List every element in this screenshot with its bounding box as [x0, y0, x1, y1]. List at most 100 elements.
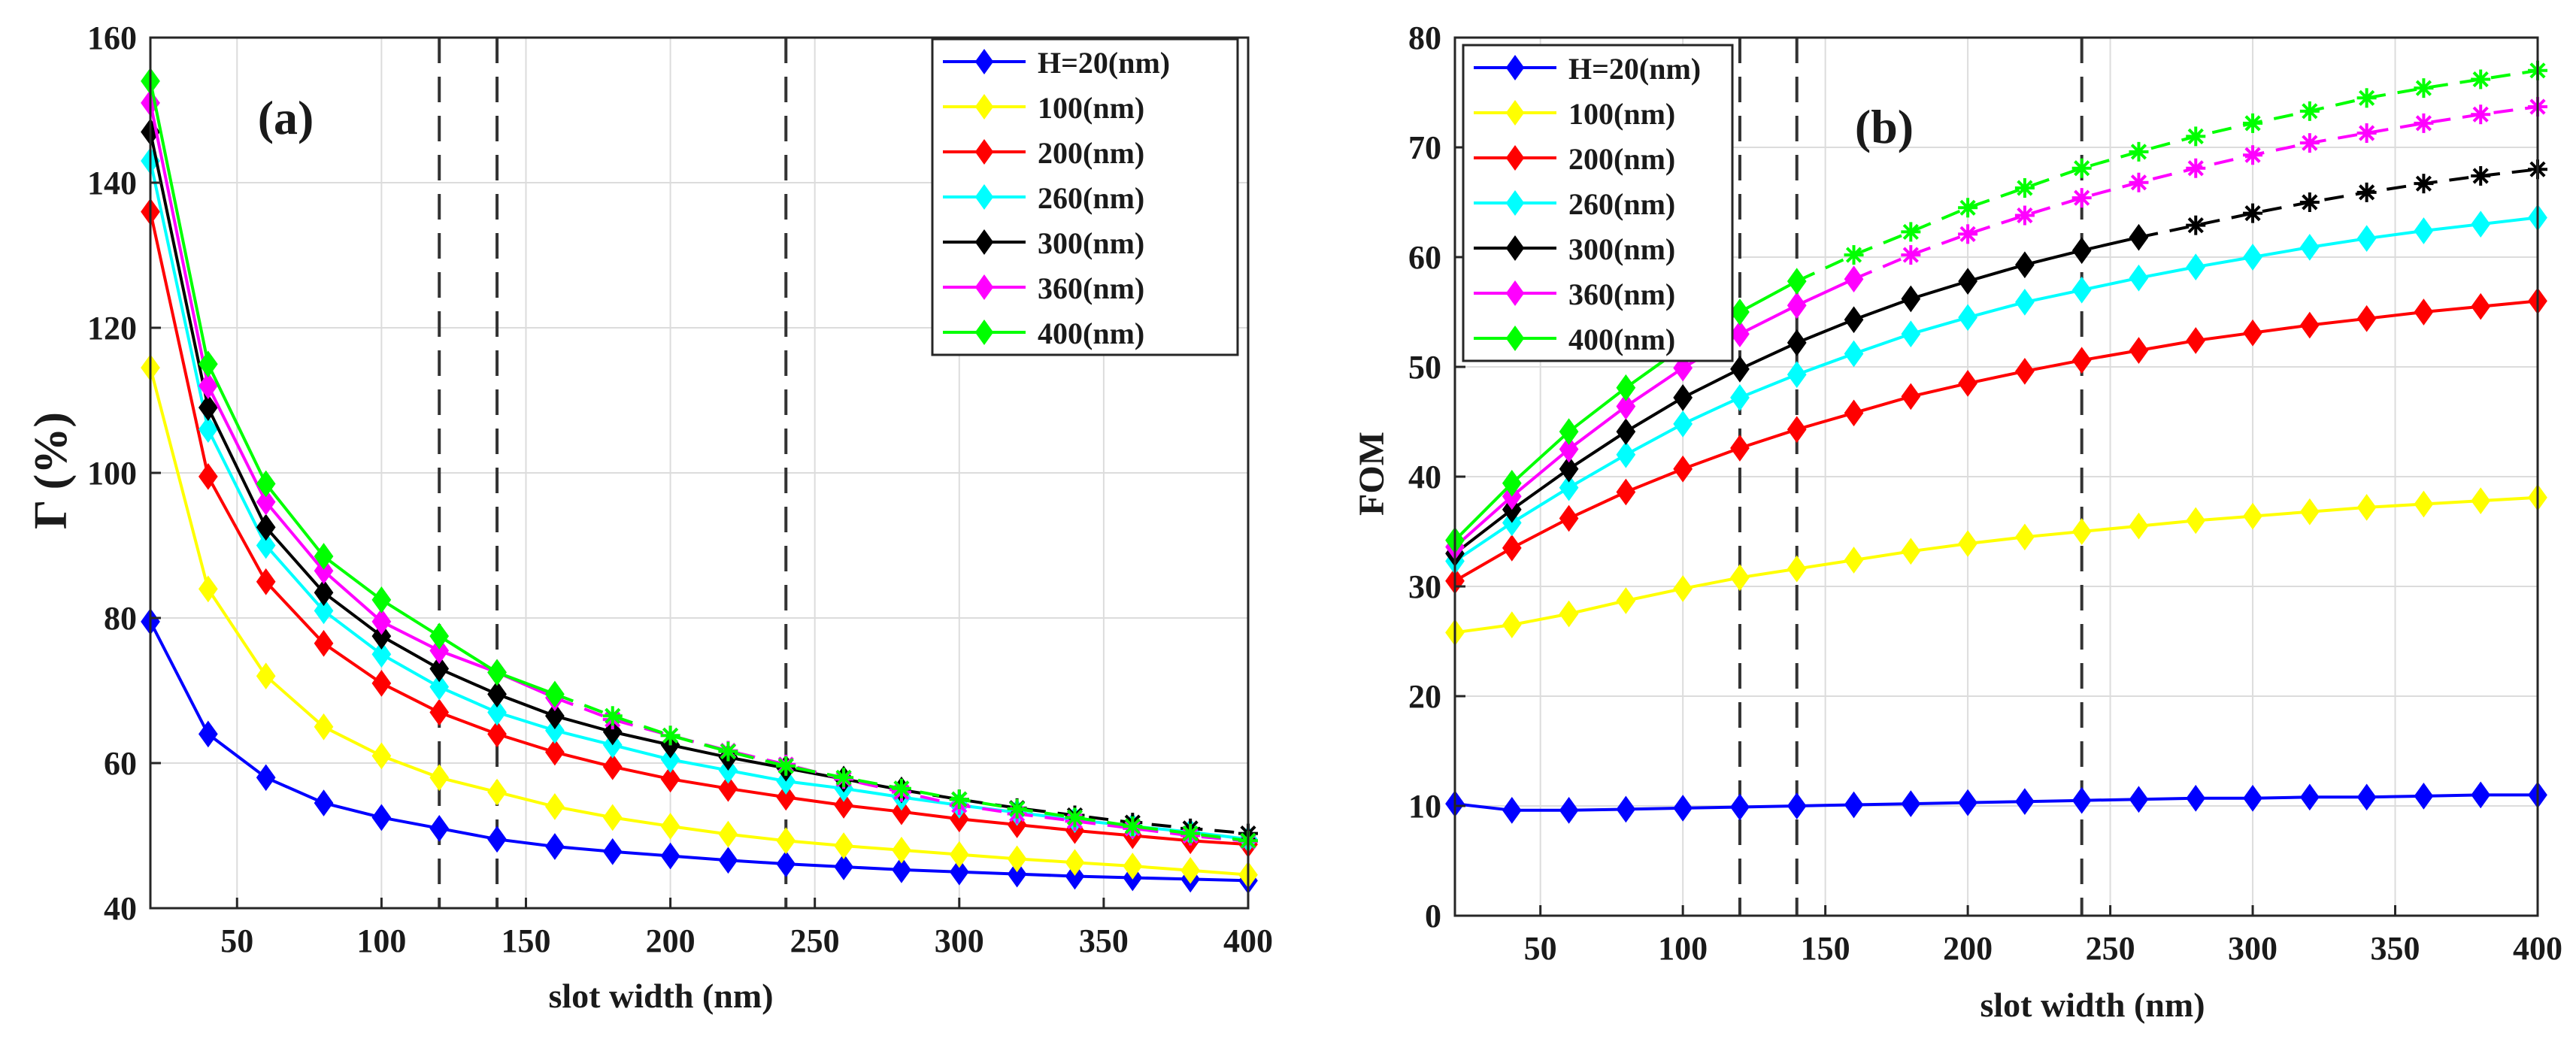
p1-series-4-point-17 — [2414, 174, 2434, 194]
p0-series-6-point-13 — [891, 778, 911, 798]
p0-series-3-point-9 — [660, 746, 680, 774]
p1-legend-entry-1: 100(nm) — [1474, 97, 1675, 131]
p1-series-1-point-18 — [2471, 487, 2491, 514]
p1-series-2-point-10 — [2015, 357, 2035, 385]
p1-series-1-point-11 — [2071, 518, 2092, 545]
p0-legend-swatch-marker-6 — [974, 320, 994, 345]
p1-series-5-point-18 — [2471, 105, 2491, 125]
p0-series-0-point-13 — [892, 856, 911, 883]
p0-series-0-point-10 — [718, 847, 738, 874]
p1-x-tick-label-0: 50 — [1524, 930, 1557, 967]
p1-legend-label-4: 300(nm) — [1568, 232, 1675, 266]
p0-x-tick-label-6: 350 — [1079, 922, 1129, 959]
p0-series-1-point-16 — [1065, 849, 1085, 877]
p1-series-6-point-12-stroke-3 — [2130, 144, 2147, 160]
p0-y-tick-label-1: 60 — [104, 745, 137, 782]
p1-series-0-point-3 — [1616, 795, 1636, 823]
p1-series-6-point-15 — [2299, 101, 2320, 121]
p1-series-5-point-9 — [1958, 224, 1978, 244]
p0-series-2-point-7 — [545, 738, 565, 766]
p0-series-0-point-11 — [776, 850, 796, 877]
p0-series-2-point-11 — [776, 783, 796, 811]
p0-series-1-line — [149, 367, 1249, 877]
p1-series-1-point-10 — [2015, 523, 2035, 551]
p1-series-6-point-12 — [2129, 141, 2149, 162]
p1-series-5-point-18-stroke-3 — [2472, 106, 2489, 123]
p0-series-4-point-3 — [314, 579, 334, 607]
p1-series-4-point-12 — [2129, 223, 2149, 251]
p0-y-tick-label-6: 160 — [87, 20, 137, 56]
p1-series-1-point-15 — [2299, 498, 2320, 526]
p1-series-0-point-9 — [1958, 789, 1977, 816]
p1-series-1 — [1445, 483, 2547, 647]
panel-b-label: (b) — [1855, 100, 1914, 153]
p0-series-1-point-17 — [1123, 853, 1143, 880]
p1-legend-entry-0: H=20(nm) — [1474, 52, 1701, 86]
p1-series-3-point-15 — [2299, 234, 2320, 261]
p1-series-4-point-6 — [1787, 329, 1807, 356]
p1-series-1-point-8 — [1901, 538, 1921, 565]
p1-series-6-point-14-stroke-3 — [2244, 115, 2261, 132]
p0-x-tick-label-7: 400 — [1223, 922, 1273, 959]
p1-series-2-point-9 — [1958, 370, 1977, 397]
p0-legend-entry-4: 300(nm) — [943, 226, 1144, 260]
p1-series-3-point-13 — [2186, 253, 2206, 280]
p0-series-0-point-12 — [834, 853, 853, 880]
p0-series-1-point-11 — [776, 827, 796, 855]
p0-series-4-point-2 — [256, 513, 276, 541]
p0-series-1-point-8 — [602, 804, 623, 831]
chart-panel-a: H=20(nm) 100(nm) 200(nm) 260(nm) 300(nm) 360(… — [26, 20, 1273, 1015]
p0-series-6-point-15 — [1007, 798, 1027, 819]
p0-series-2-point-1 — [198, 462, 218, 490]
p0-series-0-point-2 — [256, 764, 276, 792]
p0-series-1-point-13 — [892, 836, 911, 864]
p1-y-tick-label-5: 50 — [1408, 349, 1441, 386]
p1-series-6-point-8-stroke-3 — [1902, 223, 1919, 241]
p0-series-0-point-9 — [660, 842, 680, 870]
p1-series-0-point-2 — [1559, 796, 1579, 824]
p1-series-5-point-16 — [2356, 123, 2377, 144]
p1-series-5-point-15-stroke-3 — [2302, 135, 2318, 151]
p0-legend-swatch-marker-3 — [974, 184, 994, 210]
p1-series-1-line — [1454, 495, 2538, 635]
p0-series-1-point-3 — [314, 713, 334, 741]
p0-series-2-point-9 — [660, 765, 680, 793]
p1-legend-entry-5: 360(nm) — [1474, 277, 1675, 311]
p0-series-5-point-3 — [314, 557, 334, 585]
p0-series-6-point-8-stroke-3 — [605, 707, 621, 724]
p0-series-0-point-5 — [429, 814, 450, 842]
p0-legend-label-1: 100(nm) — [1038, 91, 1144, 125]
p0-series-6-point-9-stroke-3 — [662, 727, 679, 744]
p1-series-6-point-9-stroke-3 — [1959, 199, 1976, 216]
p1-series-5-point-12-stroke-3 — [2130, 174, 2147, 191]
p1-series-6-point-3 — [1616, 374, 1636, 401]
p0-series-2-point-10 — [718, 774, 738, 802]
p1-y-tick-label-3: 30 — [1408, 568, 1441, 605]
p1-legend-label-6: 400(nm) — [1568, 323, 1675, 356]
p0-series-3-point-6 — [487, 698, 507, 726]
p1-series-6-point-17 — [2414, 78, 2434, 98]
p1-series-2-point-12 — [2129, 337, 2149, 364]
chart-panel-b: H=20(nm) 100(nm) 200(nm) 260(nm) 300(nm) 360(… — [1352, 20, 2562, 1024]
p1-series-4-point-9 — [1958, 268, 1977, 295]
p0-series-6-point-16-stroke-3 — [1066, 809, 1083, 825]
p1-series-6-point-11-stroke-3 — [2074, 160, 2090, 177]
p1-series-4-point-18-stroke-3 — [2472, 168, 2489, 184]
p1-legend-entry-2: 200(nm) — [1474, 142, 1675, 176]
p0-series-2-point-6 — [487, 720, 507, 748]
p1-series-4-point-14-stroke-3 — [2244, 204, 2261, 222]
p0-series-6-point-9 — [660, 725, 680, 746]
p1-series-3-point-6 — [1787, 361, 1807, 389]
p0-series-6-point-3 — [314, 543, 334, 570]
p1-series-2-line — [1453, 299, 2538, 583]
p0-series-0-point-8 — [602, 838, 623, 865]
p0-legend-swatch-marker-5 — [974, 274, 994, 300]
p0-series-2-point-13 — [892, 798, 911, 825]
p1-series-0 — [1445, 781, 2547, 824]
p0-legend-label-3: 260(nm) — [1038, 181, 1144, 215]
p0-series-1-point-14 — [949, 841, 969, 868]
p0-series-1-point-15 — [1007, 845, 1027, 873]
p1-series-6-line-dashed — [1796, 68, 2538, 283]
p1-legend-entry-3: 260(nm) — [1474, 187, 1675, 221]
p0-legend-swatch-marker-1 — [974, 94, 994, 120]
